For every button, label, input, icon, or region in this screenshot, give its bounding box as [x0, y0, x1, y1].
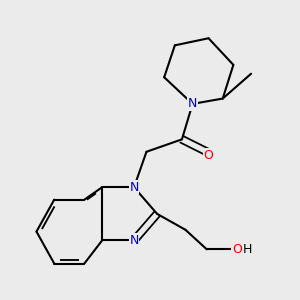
- Text: N: N: [188, 98, 197, 110]
- Text: N: N: [129, 181, 139, 194]
- Text: N: N: [129, 234, 139, 247]
- Text: O: O: [232, 243, 242, 256]
- Text: O: O: [204, 149, 214, 162]
- Text: H: H: [243, 243, 252, 256]
